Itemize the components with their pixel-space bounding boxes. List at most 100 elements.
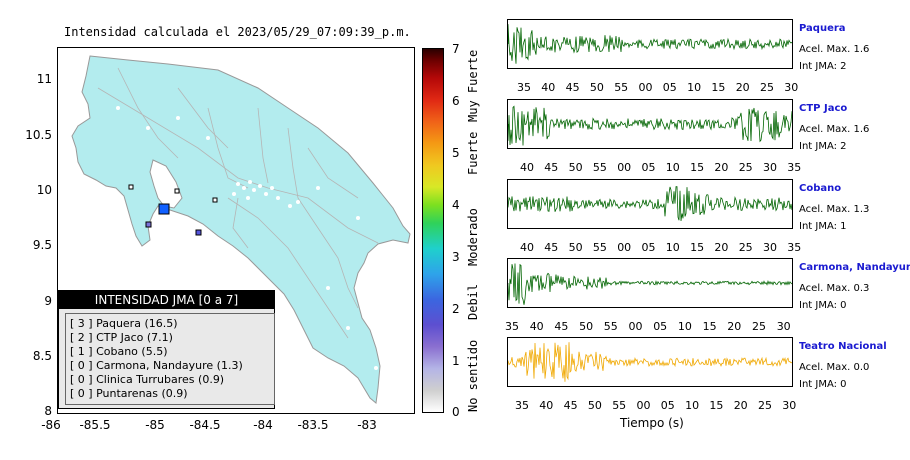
station-name: Cobano — [799, 183, 842, 194]
legend-item: [ 1 ] Cobano (5.5) — [70, 345, 168, 358]
waveform-time-tick: 25 — [738, 161, 753, 174]
station-cobano-marker — [145, 221, 152, 228]
legend-level: [ 0 ] — [70, 359, 93, 372]
waveform-panel — [507, 19, 793, 69]
waveform-time-tick: 05 — [662, 81, 677, 94]
colorbar-tick: 1 — [452, 354, 460, 368]
colorbar-tick: 6 — [452, 94, 460, 108]
waveform-trace — [508, 24, 792, 64]
waveform-time-tick: 00 — [638, 81, 653, 94]
waveform-time-tick: 45 — [554, 320, 569, 333]
waveform-time-tick: 30 — [776, 320, 791, 333]
waveform-line — [508, 105, 792, 146]
waveform-time-tick: 15 — [711, 81, 726, 94]
waveform-time-tick: 10 — [687, 81, 702, 94]
station-label-block: Carmona, Nandayure Acel. Max. 0.3 Int JMA:… — [799, 262, 910, 311]
map-title: Intensidad calculada el 2023/05/29_07:09… — [64, 25, 411, 39]
station-marker-small-3 — [212, 197, 218, 203]
colorbar-tick: 3 — [452, 250, 460, 264]
waveform-time-tick: 45 — [563, 399, 578, 412]
colorbar-word-fuerte: Fuerte — [466, 131, 480, 175]
station-marker-small-2 — [174, 188, 180, 194]
waveform-time-tick: 30 — [763, 241, 777, 254]
legend-title: INTENSIDAD JMA [0 a 7] — [59, 291, 274, 309]
station-name: Paquera — [799, 23, 846, 34]
map-y-tick: 8.5 — [32, 349, 52, 363]
station-jma-intensity: Int JMA: 1 — [799, 221, 847, 232]
waveform-time-tick: 05 — [660, 399, 675, 412]
station-jma-intensity: Int JMA: 0 — [799, 300, 847, 311]
waveform-time-tick: 15 — [690, 161, 705, 174]
country-shape — [71, 55, 411, 404]
waveform-time-tick: 05 — [653, 320, 668, 333]
waveform-line — [508, 186, 792, 222]
waveform-trace — [508, 263, 792, 305]
costa-rica-map — [71, 55, 411, 404]
waveform-time-tick: 15 — [702, 320, 717, 333]
waveform-time-tick: 20 — [733, 399, 748, 412]
waveform-time-tick: 05 — [641, 161, 656, 174]
waveform-panel — [507, 179, 793, 229]
legend-level: [ 2 ] — [70, 331, 93, 344]
waveform-time-tick: 20 — [714, 161, 729, 174]
waveform-time-tick: 50 — [568, 241, 583, 254]
colorbar-word-debil: Debil — [466, 283, 480, 320]
station-label-block: Cobano Acel. Max. 1.3 Int JMA: 1 — [799, 183, 869, 232]
intensity-colorbar — [422, 48, 444, 413]
waveform-time-tick: 10 — [685, 399, 700, 412]
map-x-tick: -85.5 — [79, 418, 111, 432]
waveform-time-tick: 30 — [763, 161, 777, 174]
waveform-time-tick: 00 — [617, 161, 632, 174]
legend-item: [ 0 ] Clinica Turrubares (0.9) — [70, 373, 224, 386]
map-y-tick: 11 — [36, 72, 52, 86]
waveform-panel — [507, 337, 793, 387]
waveform-time-tick: 30 — [782, 399, 797, 412]
waveform-time-tick: 25 — [760, 81, 774, 94]
station-name: Teatro Nacional — [799, 341, 887, 352]
station-jma-intensity: Int JMA: 0 — [799, 379, 847, 390]
colorbar-tick: 7 — [452, 42, 460, 56]
city-points — [116, 106, 378, 370]
waveform-line — [508, 342, 792, 382]
waveform-line — [508, 263, 792, 305]
station-label-block: Paquera Acel. Max. 1.6 Int JMA: 2 — [799, 23, 869, 72]
map-y-tick: 10.5 — [25, 128, 52, 142]
station-jaco-marker — [195, 229, 202, 236]
map-x-tick: -83 — [357, 418, 377, 432]
colorbar-tick: 5 — [452, 146, 460, 160]
waveform-time-tick: 10 — [677, 320, 692, 333]
legend-level: [ 1 ] — [70, 345, 93, 358]
waveform-time-tick: 20 — [735, 81, 750, 94]
station-markers — [128, 184, 218, 236]
legend-item: [ 0 ] Puntarenas (0.9) — [70, 387, 188, 400]
map-x-tick: -85 — [145, 418, 165, 432]
legend-station: Cobano (5.5) — [96, 345, 168, 358]
waveform-time-tick: 15 — [690, 241, 705, 254]
waveform-time-tick: 55 — [614, 81, 629, 94]
map-y-tick: 10 — [36, 183, 52, 197]
waveform-time-tick: 35 — [505, 320, 519, 333]
colorbar-tick: 4 — [452, 198, 460, 212]
waveform-time-tick: 50 — [579, 320, 594, 333]
station-accel-max: Acel. Max. 0.0 — [799, 362, 870, 373]
map-x-tick: -84.5 — [189, 418, 221, 432]
waveform-time-tick: 55 — [592, 241, 607, 254]
waveform-time-tick: 00 — [636, 399, 651, 412]
map-y-tick: 8 — [44, 404, 52, 418]
station-name: Carmona, Nandayure — [799, 262, 910, 273]
station-accel-max: Acel. Max. 0.3 — [799, 283, 870, 294]
colorbar-tick: 2 — [452, 302, 460, 316]
waveform-time-tick: 10 — [665, 161, 680, 174]
waveform-time-tick: 00 — [617, 241, 632, 254]
waveform-time-tick: 40 — [520, 161, 534, 174]
legend-station: Clinica Turrubares (0.9) — [96, 373, 225, 386]
waveform-time-tick: 40 — [529, 320, 544, 333]
intensity-legend: INTENSIDAD JMA [0 a 7] [ 3 ] Paquera (16… — [58, 290, 275, 409]
waveform-time-tick: 25 — [738, 241, 753, 254]
colorbar-word-moderado: Moderado — [466, 208, 480, 266]
map-x-tick: -86 — [41, 418, 61, 432]
map-x-tick: -84 — [253, 418, 273, 432]
waveform-time-tick: 40 — [541, 81, 556, 94]
station-jma-intensity: Int JMA: 2 — [799, 61, 847, 72]
waveform-time-tick: 40 — [539, 399, 554, 412]
